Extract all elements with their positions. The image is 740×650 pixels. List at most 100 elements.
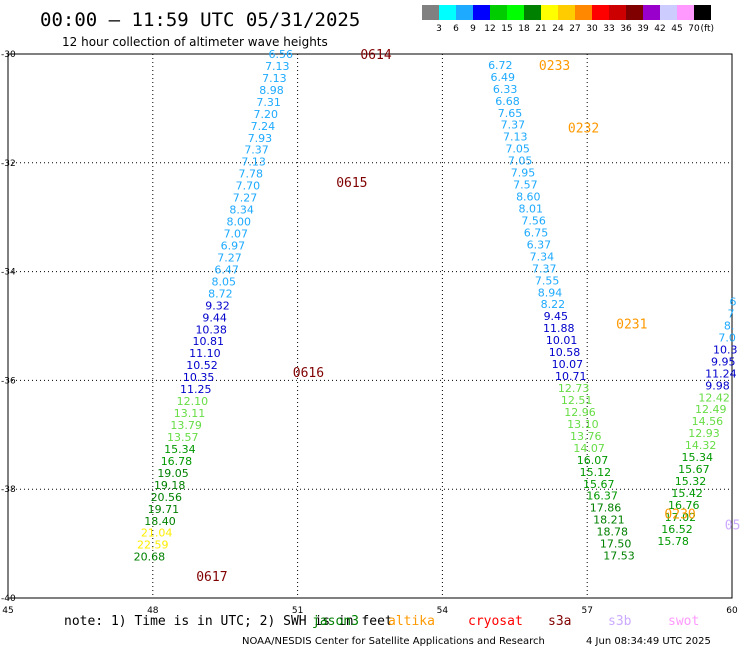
wave-height-point: 7.65: [498, 107, 523, 120]
wave-height-point: 18.40: [144, 515, 176, 528]
wave-height-point: 17.53: [603, 550, 635, 563]
wave-height-point: 15.12: [580, 466, 612, 479]
wave-height-point: 15.42: [671, 487, 703, 500]
satellite-legend-item: jason3: [312, 614, 359, 629]
wave-height-point: 11.10: [189, 347, 221, 360]
pass-time-label: 0232: [568, 121, 599, 136]
footer-credit: NOAA/NESDIS Center for Satellite Applica…: [242, 636, 545, 647]
wave-height-point: 7.13: [262, 72, 287, 85]
wave-height-point: 19.05: [157, 467, 189, 480]
x-tick-label: 51: [292, 606, 303, 616]
pass-time-label: 0617: [196, 570, 227, 585]
wave-height-point: 15.34: [164, 443, 196, 456]
scale-swatch: [456, 5, 473, 20]
wave-height-point: 7.20: [253, 108, 278, 121]
wave-height-point: 19.18: [154, 479, 186, 492]
wave-height-point: 15.78: [657, 535, 689, 548]
wave-height-point: 7.78: [239, 168, 264, 181]
wave-height-point: 7.13: [503, 131, 528, 144]
wave-height-point: 7.37: [244, 144, 269, 157]
wave-height-point: 6: [729, 296, 736, 309]
wave-height-point: 13.57: [167, 431, 199, 444]
wave-height-point: 7.93: [248, 132, 273, 145]
wave-height-point: 8.05: [212, 275, 237, 288]
pass-time-label: 0614: [360, 48, 391, 63]
scale-swatch: [473, 5, 490, 20]
wave-height-point: 6.37: [527, 238, 552, 251]
wave-height-point: 13.79: [170, 419, 202, 432]
wave-height-point: 20.56: [151, 491, 183, 504]
wave-height-point: 6.47: [214, 263, 239, 276]
wave-height-point: 8.01: [518, 202, 543, 215]
scale-value-label: 30: [586, 24, 598, 34]
scale-value-label: 36: [620, 24, 632, 34]
x-tick-label: 57: [581, 606, 592, 616]
scale-value-label: 39: [637, 24, 649, 34]
scale-value-label: 33: [603, 24, 614, 34]
y-tick-label: -36: [1, 376, 16, 386]
wave-height-point: 8.98: [259, 84, 284, 97]
footer-timestamp: 4 Jun 08:34:49 UTC 2025: [586, 636, 711, 647]
y-tick-label: -40: [1, 594, 16, 604]
wave-height-point: 8.94: [538, 286, 563, 299]
scale-swatch: [558, 5, 575, 20]
wave-height-point: 10.01: [546, 334, 578, 347]
wave-height-point: 9.44: [202, 311, 227, 324]
wave-height-point: 11.88: [543, 322, 575, 335]
wave-height-point: 7.31: [256, 96, 281, 109]
y-tick-label: -38: [1, 485, 16, 495]
scale-swatch: [694, 5, 711, 20]
pass-time-label: 0231: [616, 317, 647, 332]
wave-height-point: 22.59: [137, 539, 169, 552]
wave-height-point: 13.11: [174, 407, 206, 420]
wave-height-point: 7.95: [511, 167, 536, 180]
x-tick-label: 54: [437, 606, 449, 616]
wave-height-point: 18.78: [597, 526, 629, 539]
y-tick-label: -34: [1, 268, 16, 278]
wave-height-point: 7.13: [241, 156, 266, 169]
scale-value-label: 24: [552, 24, 564, 34]
scale-value-label: 3: [436, 24, 442, 34]
wave-height-point: 9.32: [205, 299, 230, 312]
scale-swatch: [507, 5, 524, 20]
wave-height-point: 7.27: [217, 251, 242, 264]
wave-height-point: 13.76: [570, 430, 602, 443]
wave-height-point: 6.56: [268, 48, 293, 61]
wave-height-point: 8.22: [541, 298, 566, 311]
wave-height-point: 9.95: [711, 355, 736, 368]
wave-height-point: 12.51: [561, 394, 593, 407]
wave-height-point: 7: [728, 307, 735, 320]
wave-height-points: 6.567.137.138.987.317.207.247.937.377.13…: [134, 48, 738, 564]
scale-swatch: [626, 5, 643, 20]
wave-height-point: 16.37: [586, 490, 618, 503]
scale-value-label: 21: [535, 24, 546, 34]
pass-time-label: 0615: [336, 176, 367, 191]
wave-height-point: 7.37: [501, 119, 526, 132]
wave-height-point: 7.70: [236, 180, 261, 193]
wave-height-point: 14.32: [685, 439, 717, 452]
wave-height-point: 21.04: [141, 527, 173, 540]
wave-height-point: 7.13: [265, 60, 290, 73]
wave-height-point: 19.71: [148, 503, 180, 516]
scale-swatch: [575, 5, 592, 20]
wave-height-point: 8.: [724, 319, 735, 332]
scale-value-label: 15: [501, 24, 512, 34]
satellite-legend-item: s3b: [608, 614, 632, 629]
scale-swatch: [609, 5, 626, 20]
wave-height-point: 12.49: [695, 403, 727, 416]
wave-height-point: 15.67: [583, 478, 615, 491]
wave-height-point: 6.68: [495, 95, 520, 108]
wave-height-point: 10.71: [555, 370, 587, 383]
wave-height-point: 7.57: [513, 179, 538, 192]
wave-height-point: 9.98: [705, 379, 730, 392]
chart-grid: [8, 54, 732, 598]
wave-height-point: 17.50: [600, 538, 632, 551]
wave-height-point: 16.78: [161, 455, 193, 468]
wave-height-point: 15.32: [675, 475, 707, 488]
satellite-legend-item: s3a: [548, 614, 571, 629]
scale-swatch: [422, 5, 439, 20]
scale-value-label: 12: [484, 24, 495, 34]
wave-height-point: 7.37: [532, 262, 557, 275]
page-title: 00:00 – 11:59 UTC 05/31/2025: [40, 9, 360, 31]
wave-height-point: 9.45: [544, 310, 569, 323]
